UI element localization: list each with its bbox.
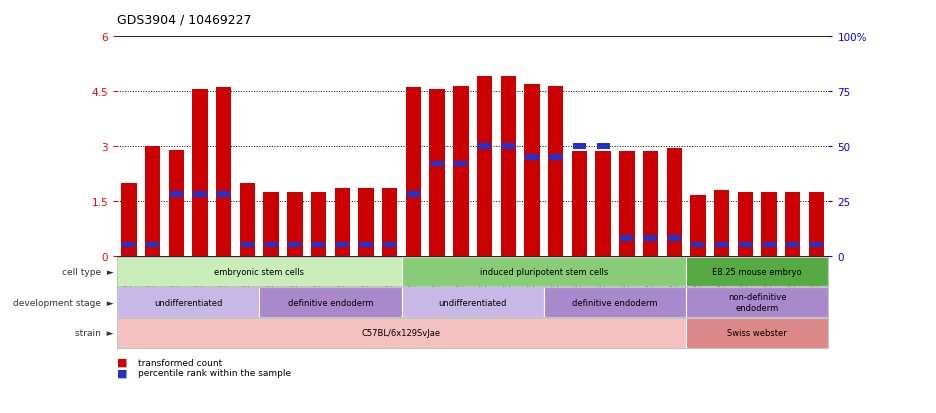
Bar [123, 242, 136, 248]
Bar [476, 77, 492, 256]
Bar [786, 242, 799, 248]
Bar [644, 236, 657, 241]
Bar [619, 152, 635, 256]
Bar [501, 77, 516, 256]
Bar [265, 242, 278, 248]
Bar [525, 155, 538, 160]
Bar [430, 90, 445, 256]
Bar [739, 242, 752, 248]
Text: cell type  ►: cell type ► [62, 267, 113, 276]
Bar [549, 155, 563, 160]
Text: E8.25 mouse embryo: E8.25 mouse embryo [712, 267, 802, 276]
Bar [667, 236, 680, 241]
Bar [168, 150, 184, 256]
Bar [383, 242, 396, 248]
Bar [121, 183, 137, 256]
Bar [666, 148, 682, 256]
Bar [810, 242, 823, 248]
Bar [763, 242, 776, 248]
Bar [358, 189, 373, 256]
Bar [194, 192, 207, 197]
Text: non-definitive
endoderm: non-definitive endoderm [728, 293, 786, 312]
Bar [217, 192, 230, 197]
Bar [146, 242, 159, 248]
Text: ■: ■ [117, 357, 127, 367]
Text: embryonic stem cells: embryonic stem cells [214, 267, 304, 276]
Text: strain  ►: strain ► [75, 328, 113, 337]
Bar [117, 318, 686, 348]
Bar [761, 192, 777, 256]
Bar [240, 183, 256, 256]
Bar [524, 85, 540, 256]
Text: induced pluripotent stem cells: induced pluripotent stem cells [479, 267, 608, 276]
Bar [595, 152, 611, 256]
Bar [544, 287, 686, 317]
Bar [785, 192, 800, 256]
Bar [287, 192, 302, 256]
Bar [478, 144, 491, 150]
Bar [359, 242, 373, 248]
Bar [692, 242, 705, 248]
Text: C57BL/6x129SvJae: C57BL/6x129SvJae [362, 328, 441, 337]
Bar [117, 287, 259, 317]
Bar [334, 189, 350, 256]
Bar [405, 88, 421, 256]
Bar [311, 192, 327, 256]
Text: GDS3904 / 10469227: GDS3904 / 10469227 [117, 14, 252, 27]
Bar [192, 90, 208, 256]
Bar [454, 161, 467, 167]
Bar [809, 192, 825, 256]
Bar [690, 196, 706, 256]
Bar [621, 236, 634, 241]
Bar [336, 242, 349, 248]
Bar [263, 192, 279, 256]
Text: definitive endoderm: definitive endoderm [287, 298, 373, 307]
Text: development stage  ►: development stage ► [13, 298, 113, 307]
Bar [216, 88, 231, 256]
Bar [502, 144, 515, 150]
Bar [431, 161, 444, 167]
Bar [453, 86, 469, 256]
Bar [572, 152, 587, 256]
Bar [686, 287, 828, 317]
Text: undifferentiated: undifferentiated [438, 298, 507, 307]
Bar [402, 287, 544, 317]
Bar [573, 144, 586, 150]
Text: percentile rank within the sample: percentile rank within the sample [138, 368, 291, 377]
Bar [686, 257, 828, 287]
Bar [312, 242, 325, 248]
Bar [288, 242, 301, 248]
Bar [169, 192, 183, 197]
Bar [145, 147, 160, 256]
Text: ■: ■ [117, 368, 127, 377]
Bar [715, 242, 728, 248]
Bar [686, 318, 828, 348]
Text: transformed count: transformed count [138, 358, 222, 367]
Text: undifferentiated: undifferentiated [154, 298, 223, 307]
Bar [714, 190, 729, 256]
Text: Swiss webster: Swiss webster [727, 328, 787, 337]
Bar [738, 192, 753, 256]
Text: definitive endoderm: definitive endoderm [572, 298, 658, 307]
Bar [382, 189, 398, 256]
Bar [548, 86, 563, 256]
Bar [117, 257, 402, 287]
Bar [402, 257, 686, 287]
Bar [241, 242, 254, 248]
Bar [259, 287, 402, 317]
Bar [407, 192, 420, 197]
Bar [643, 152, 658, 256]
Bar [596, 144, 609, 150]
